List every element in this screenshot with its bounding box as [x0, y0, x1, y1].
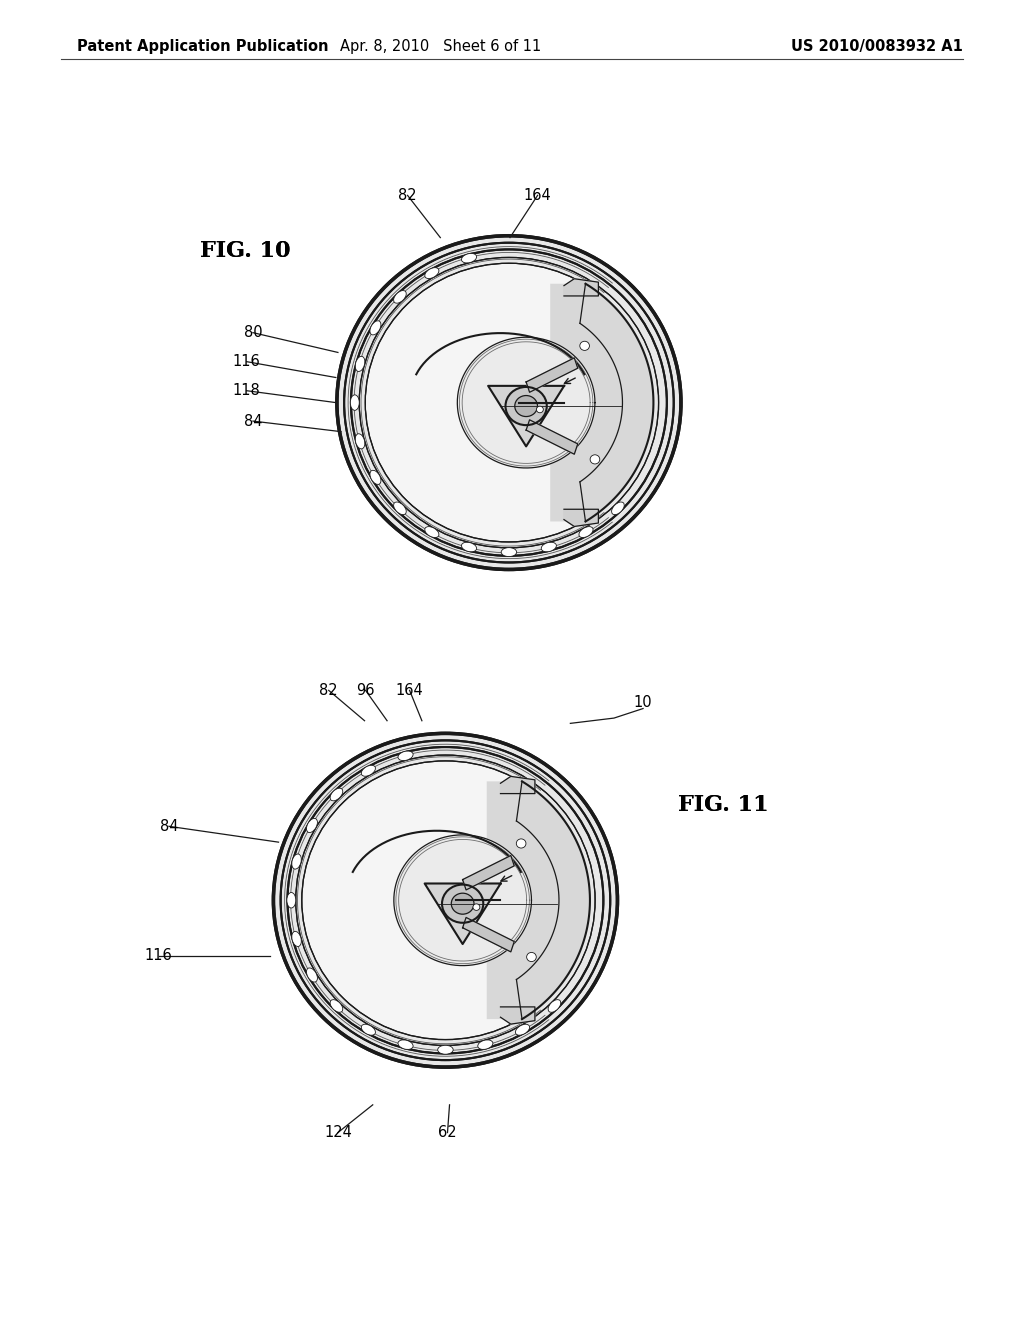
- Text: 124: 124: [324, 1125, 352, 1140]
- Ellipse shape: [526, 953, 537, 961]
- Ellipse shape: [355, 434, 365, 449]
- Ellipse shape: [478, 1040, 493, 1049]
- Ellipse shape: [537, 407, 544, 413]
- Ellipse shape: [361, 766, 376, 776]
- Polygon shape: [501, 1007, 535, 1024]
- Polygon shape: [550, 284, 653, 521]
- Ellipse shape: [306, 818, 317, 833]
- Ellipse shape: [370, 470, 381, 484]
- Text: 82: 82: [319, 682, 338, 698]
- Ellipse shape: [437, 1045, 454, 1055]
- Ellipse shape: [287, 892, 296, 908]
- Ellipse shape: [292, 932, 301, 946]
- Ellipse shape: [580, 342, 590, 350]
- Text: 96: 96: [356, 682, 375, 698]
- Text: 164: 164: [395, 682, 424, 698]
- Ellipse shape: [355, 356, 365, 371]
- Text: FIG. 10: FIG. 10: [200, 240, 290, 261]
- Ellipse shape: [273, 734, 617, 1067]
- Ellipse shape: [542, 543, 556, 552]
- Text: FIG. 10: FIG. 10: [200, 240, 290, 261]
- Text: 116: 116: [232, 354, 261, 370]
- Ellipse shape: [506, 387, 547, 425]
- Ellipse shape: [425, 268, 439, 279]
- Text: 84: 84: [160, 818, 178, 834]
- Ellipse shape: [611, 502, 625, 515]
- Ellipse shape: [393, 290, 407, 304]
- Ellipse shape: [452, 894, 474, 915]
- Text: 62: 62: [438, 1125, 457, 1140]
- Polygon shape: [488, 385, 564, 446]
- Ellipse shape: [425, 527, 439, 537]
- Text: 164: 164: [523, 187, 552, 203]
- Text: 10: 10: [634, 694, 652, 710]
- Ellipse shape: [337, 236, 681, 569]
- Ellipse shape: [462, 543, 476, 552]
- Ellipse shape: [361, 1024, 376, 1035]
- Polygon shape: [564, 510, 598, 527]
- Ellipse shape: [515, 1024, 529, 1035]
- Polygon shape: [463, 917, 514, 952]
- Ellipse shape: [366, 263, 652, 543]
- Ellipse shape: [590, 455, 600, 463]
- Ellipse shape: [292, 854, 301, 869]
- Text: 80: 80: [244, 325, 262, 341]
- Ellipse shape: [330, 999, 343, 1012]
- Ellipse shape: [370, 321, 381, 335]
- Polygon shape: [526, 358, 578, 392]
- Text: 82: 82: [398, 187, 417, 203]
- Ellipse shape: [398, 1040, 413, 1049]
- Ellipse shape: [393, 502, 407, 515]
- Text: 84: 84: [244, 413, 262, 429]
- Ellipse shape: [579, 527, 593, 537]
- Ellipse shape: [473, 904, 480, 911]
- Text: Apr. 8, 2010   Sheet 6 of 11: Apr. 8, 2010 Sheet 6 of 11: [340, 38, 541, 54]
- Polygon shape: [394, 834, 531, 966]
- Ellipse shape: [330, 788, 343, 801]
- Polygon shape: [463, 855, 514, 890]
- Ellipse shape: [350, 395, 359, 411]
- Text: Patent Application Publication: Patent Application Publication: [77, 38, 329, 54]
- Ellipse shape: [515, 396, 538, 417]
- Polygon shape: [486, 781, 590, 1019]
- Ellipse shape: [548, 999, 561, 1012]
- Ellipse shape: [302, 760, 589, 1040]
- Polygon shape: [501, 776, 535, 793]
- Polygon shape: [425, 883, 501, 944]
- Text: 116: 116: [144, 948, 173, 964]
- Text: FIG. 11: FIG. 11: [678, 795, 769, 816]
- Ellipse shape: [462, 253, 476, 263]
- Text: 118: 118: [232, 383, 261, 399]
- Ellipse shape: [398, 751, 413, 760]
- Polygon shape: [564, 279, 598, 296]
- Text: FIG. 11: FIG. 11: [678, 795, 769, 816]
- Ellipse shape: [516, 840, 526, 847]
- Polygon shape: [526, 420, 578, 454]
- Ellipse shape: [501, 548, 517, 557]
- Ellipse shape: [306, 968, 317, 982]
- Text: US 2010/0083932 A1: US 2010/0083932 A1: [791, 38, 963, 54]
- Polygon shape: [458, 337, 595, 469]
- Ellipse shape: [442, 884, 483, 923]
